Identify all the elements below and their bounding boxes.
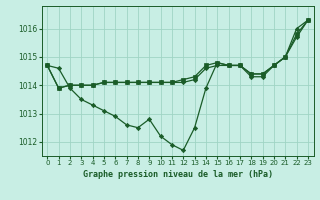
X-axis label: Graphe pression niveau de la mer (hPa): Graphe pression niveau de la mer (hPa) bbox=[83, 170, 273, 179]
